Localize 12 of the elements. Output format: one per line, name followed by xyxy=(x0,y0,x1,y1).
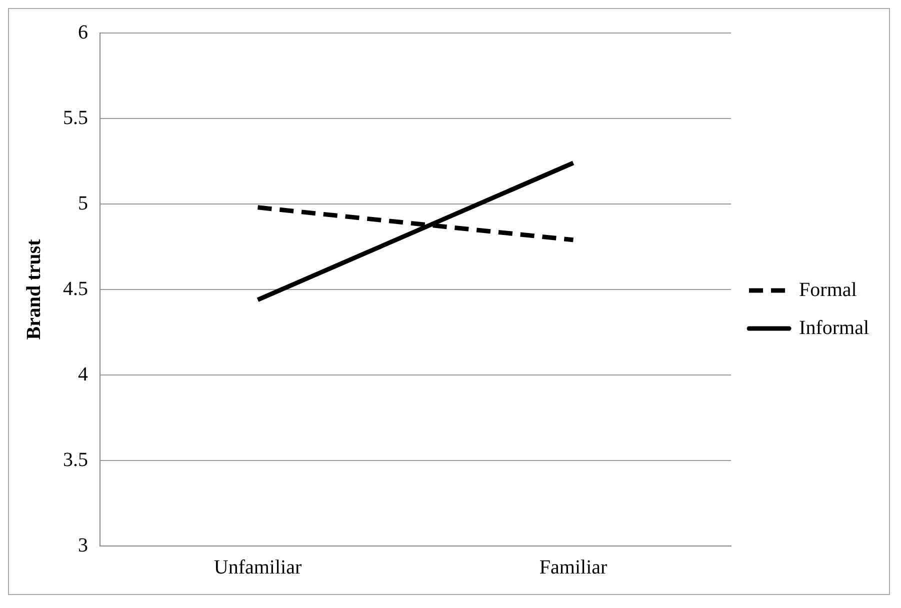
y-axis-title: Brand trust xyxy=(23,238,46,340)
y-tick-label: 3 xyxy=(78,534,88,556)
x-tick-label: Unfamiliar xyxy=(214,556,302,578)
y-tick-label: 5 xyxy=(78,192,88,214)
x-tick-label: Familiar xyxy=(539,556,608,578)
y-tick-label: 4.5 xyxy=(63,278,88,300)
legend-label: Informal xyxy=(799,316,870,339)
y-tick-label: 5.5 xyxy=(63,106,88,129)
y-tick-label: 3.5 xyxy=(63,448,88,471)
y-tick-label: 4 xyxy=(78,363,88,386)
y-tick-label: 6 xyxy=(78,21,88,44)
legend-label: Formal xyxy=(799,278,858,301)
